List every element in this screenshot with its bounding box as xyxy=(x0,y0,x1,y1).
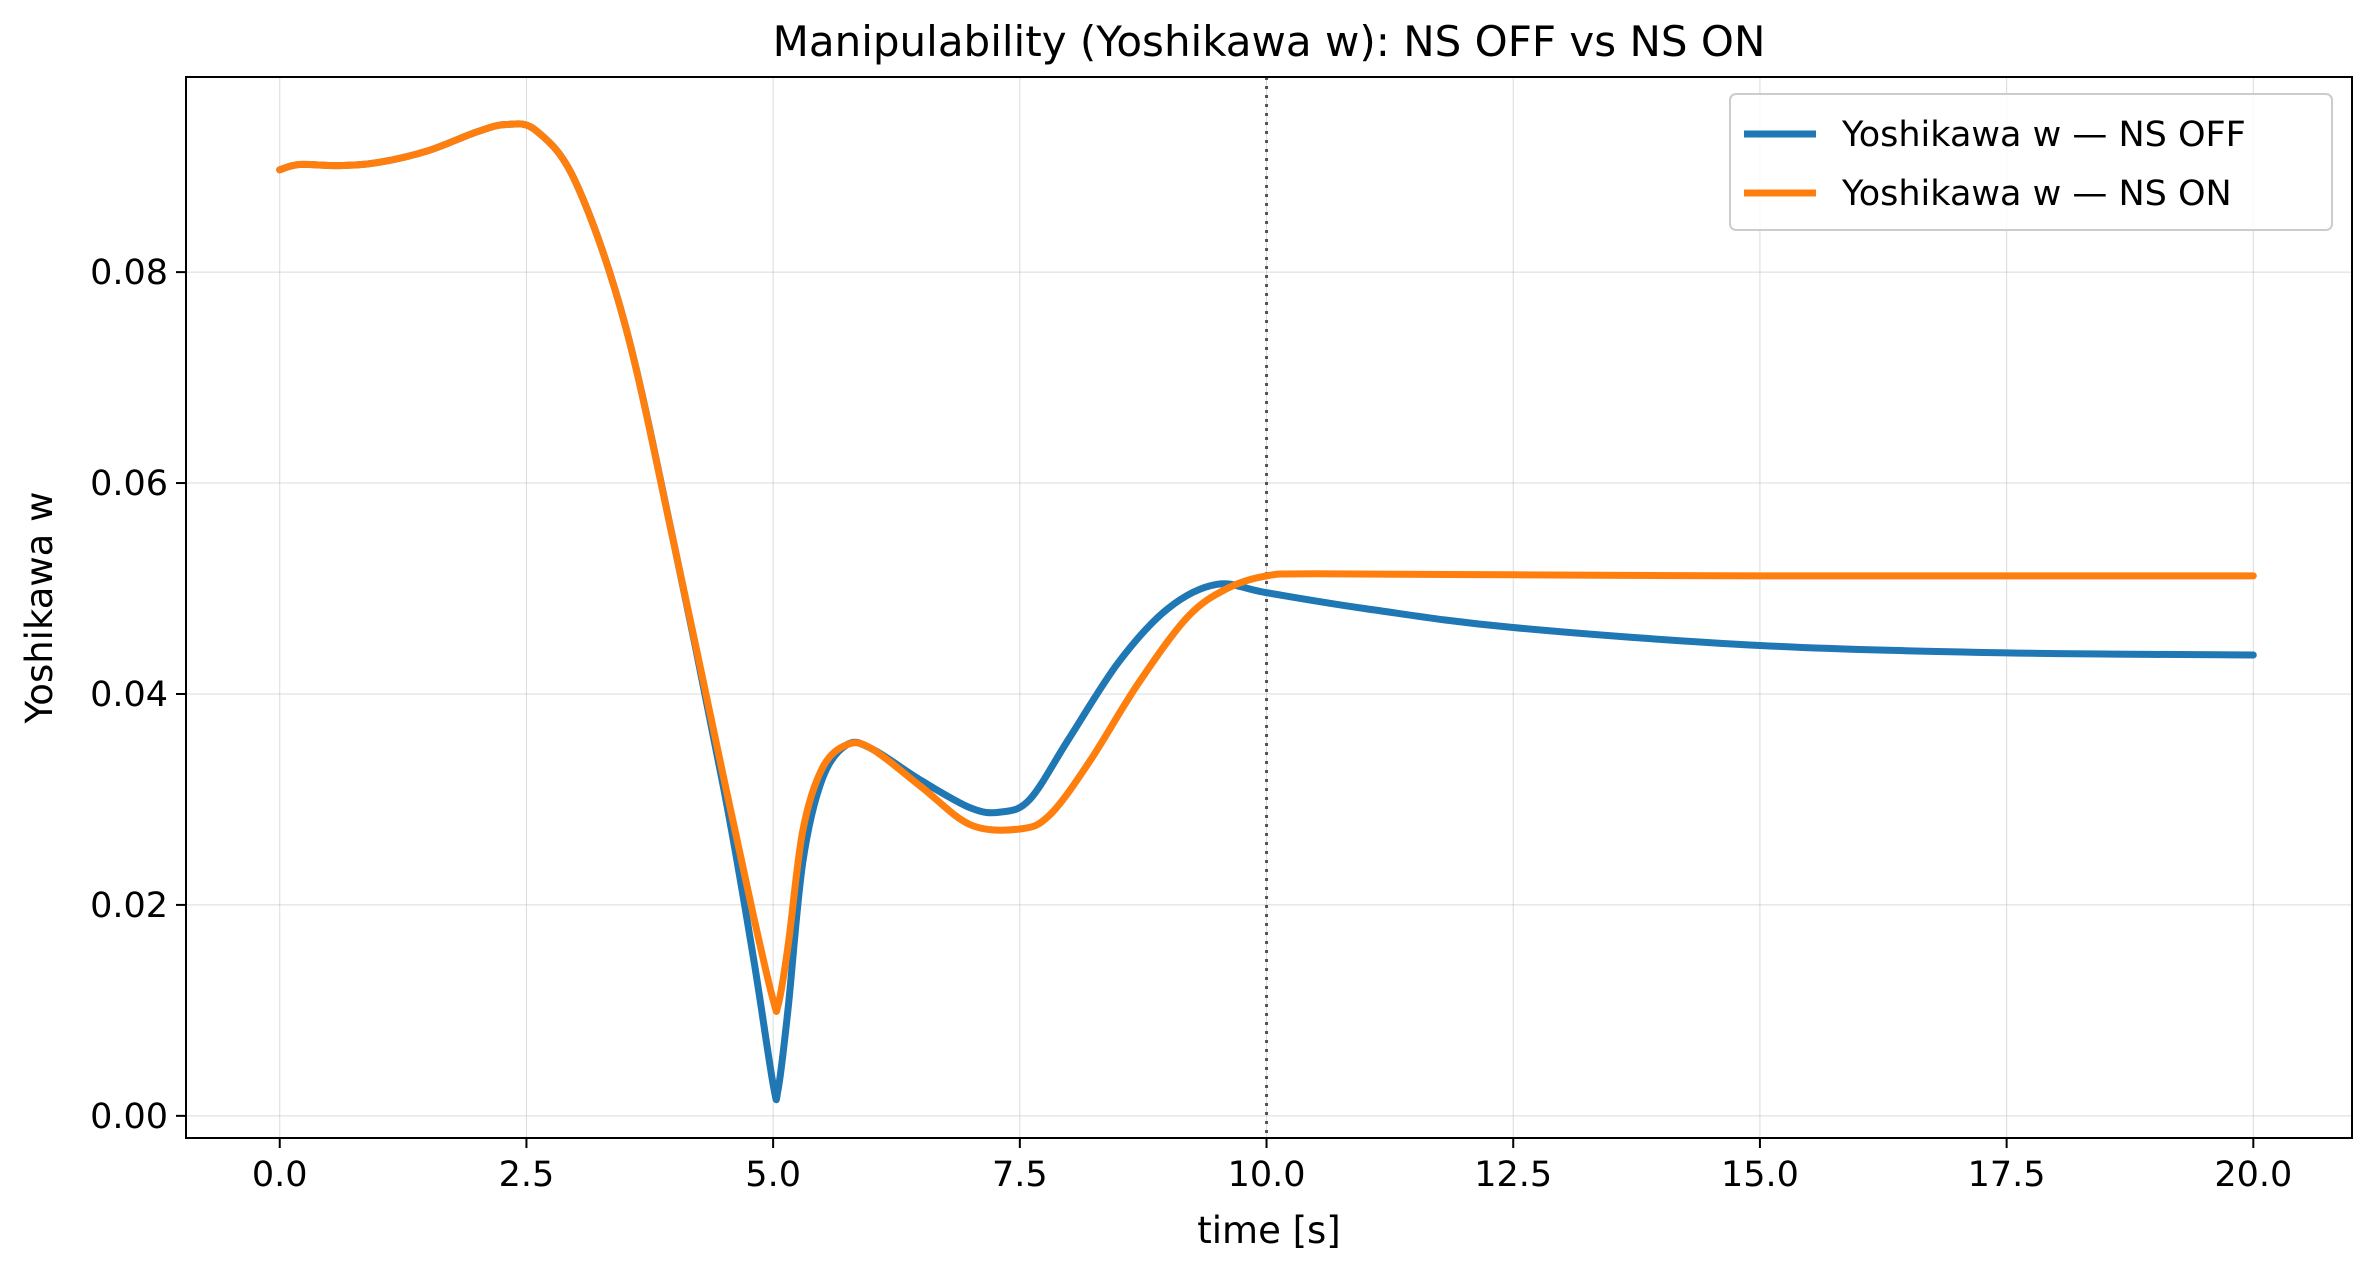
y-axis-ticks: 0.00 0.02 0.04 0.06 0.08 xyxy=(90,253,186,1137)
legend: Yoshikawa w — NS OFF Yoshikawa w — NS ON xyxy=(1729,93,2333,231)
x-tick-label: 20.0 xyxy=(2214,1155,2292,1195)
x-tick-label: 15.0 xyxy=(1721,1155,1799,1195)
legend-box xyxy=(1729,93,2333,231)
series-group xyxy=(276,120,2257,1104)
y-tick-label: 0.04 xyxy=(90,675,168,715)
legend-label: Yoshikawa w — NS OFF xyxy=(1841,115,2246,155)
y-axis-label: Yoshikawa w xyxy=(18,492,61,725)
x-tick-label: 2.5 xyxy=(499,1155,555,1195)
x-tick-label: 12.5 xyxy=(1474,1155,1552,1195)
x-tick-label: 5.0 xyxy=(745,1155,801,1195)
x-tick-label: 17.5 xyxy=(1968,1155,2046,1195)
plot-area-frame xyxy=(185,76,2353,1139)
x-axis-ticks: 0.0 2.5 5.0 7.5 10.0 12.5 15.0 17.5 20.0 xyxy=(252,1138,2292,1195)
series-line-ns-on xyxy=(276,120,2257,1015)
x-axis-label: time [s] xyxy=(1197,1209,1341,1252)
chart-title: Manipulability (Yoshikawa w): NS OFF vs … xyxy=(773,17,1766,66)
legend-label: Yoshikawa w — NS ON xyxy=(1841,174,2232,214)
grid xyxy=(186,77,2352,1138)
y-tick-label: 0.02 xyxy=(90,886,168,926)
x-tick-label: 7.5 xyxy=(992,1155,1048,1195)
y-tick-label: 0.08 xyxy=(90,253,168,293)
y-tick-label: 0.00 xyxy=(90,1097,168,1137)
x-tick-label: 0.0 xyxy=(252,1155,308,1195)
y-tick-label: 0.06 xyxy=(90,464,168,504)
x-tick-label: 10.0 xyxy=(1228,1155,1306,1195)
